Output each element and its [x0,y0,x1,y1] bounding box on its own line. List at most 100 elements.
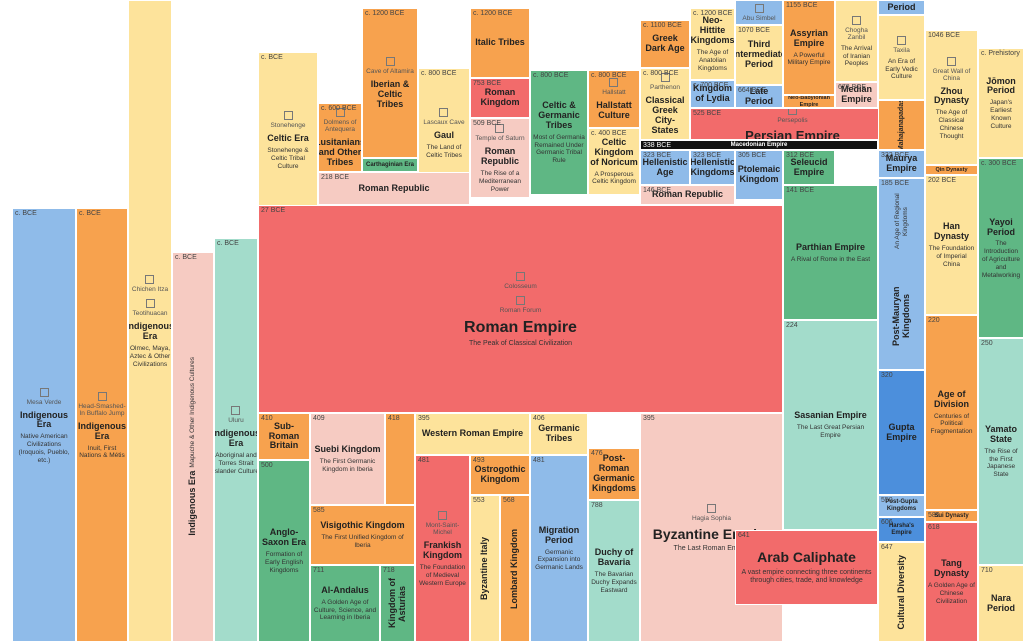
period-description: The Last Great Persian Empire [796,424,865,439]
period-content: Great Wall of China Zhou Dynasty The Age o… [926,54,977,142]
period-description: A Rival of Rome in the East [790,255,871,263]
period-date: 589 [928,512,940,519]
period-content: Celtic & Germanic Tribes Most of Germania… [531,99,587,166]
period-block: 406 Germanic Tribes [530,413,588,455]
period-date: 224 [786,322,798,329]
landmark-label: Parthenon [650,73,680,91]
period-date: 618 [928,524,940,531]
period-block: c. 800 BCE Hallstatt Hallstatt Culture [588,70,640,128]
period-block: 409 Suebi Kingdom The First Germanic Kingd… [310,413,385,505]
period-date: 606 [881,519,893,526]
period-date: c. 1200 BCE [693,10,733,17]
period-block: 322 BCE Maurya Empire [878,150,925,178]
period-date: 568 [503,497,515,504]
period-block: 481 Mont-Saint-Michel Frankish Kingdom The … [415,455,470,642]
period-date: 141 BCE [786,187,815,194]
period-content: Harsha's Empire [879,521,924,538]
period-content: Neo-Hittite Kingdoms The Age of Anatolian… [691,14,734,73]
period-block: Qin Dynasty [925,165,978,175]
period-block: 753 BCE Roman Kingdom [470,78,530,118]
period-title: Neo-Babylonian Empire [788,95,830,108]
period-content: Parthian Empire A Rival of Rome in the Ea… [789,241,872,265]
period-content: Taxila An Era of Early Vedic Culture [879,33,924,82]
period-date: 322 BCE [881,152,910,159]
period-description: The Last Roman Empire [673,545,750,552]
period-date: 509 BCE [473,120,502,127]
period-block: c. BCE Stonehenge Celtic Era Stonehenge & C… [258,52,318,228]
period-date: 305 BCE [738,152,767,159]
period-title: Germanic Tribes [538,423,580,443]
period-block: 1155 BCE Assyrian Empire A Powerful Milita… [783,0,835,95]
period-content: Seleucid Empire [784,156,834,180]
period-block: c. 1200 BCE Neo-Hittite Kingdoms The Age o… [690,8,735,80]
period-block: Neo-Babylonian Empire [783,95,835,108]
period-title: Gupta Empire [886,421,917,442]
period-content: Chichen Itza Teotihuacan Indigenous Era Olm… [129,272,171,369]
period-description: A Golden Age of Chinese Civilization [928,582,975,605]
period-content: Cave of Altamira Iberian & Celtic Tribes [363,54,417,112]
period-date: 710 [981,567,993,574]
period-content: Parthenon Classical Greek City-States [641,70,689,138]
period-date: c. Prehistory [981,50,1020,57]
period-title: Celtic & Germanic Tribes [538,100,580,130]
period-description: Stonehenge & Celtic Tribal Culture [267,147,309,170]
period-content: Ostrogothic Kingdom [471,463,529,487]
period-block: 711 Al-Andalus A Golden Age of Culture, Sc… [310,565,380,642]
period-title: Hellenistic Age [642,156,688,177]
period-block: 664 BCE Late Period [735,85,783,108]
period-title: Byzantine Italy [479,536,490,601]
period-title: Roman Republic [358,182,430,193]
period-title: Third Intermediate Period [735,39,782,69]
period-title: Arab Caliphate [757,549,856,566]
period-title: Greek Dark Age [645,33,685,53]
period-title: Late Period [744,85,773,106]
period-block: c. 1100 BCE Greek Dark Age [640,20,690,68]
period-description: Native American Civilizations (Iroquois,… [18,433,70,464]
period-block: 718 Kingdom of Asturias [380,565,415,642]
period-content: Migration Period Germanic Expansion into … [531,524,587,573]
period-date: 481 [418,457,430,464]
period-title: Assyrian Empire [789,27,829,48]
period-title: Jōmon Period [986,75,1016,96]
period-block: 710 Nara Period [978,565,1024,642]
period-block: 1070 BCE Third Intermediate Period [735,25,783,85]
period-content: Chogha Zanbil The Arrival of Iranian Peop… [836,13,877,69]
period-content: Tang Dynasty A Golden Age of Chinese Civi… [926,557,977,606]
period-title: Macedonian Empire [730,141,788,148]
period-content: Roman Republic [357,182,430,196]
period-title: Age of Division [933,388,969,409]
period-block: c. BCE Uluru Indigenous Era Aboriginal and … [214,238,258,642]
period-description: The Age of Anatolian Kingdoms [696,49,729,72]
period-title: Roman Kingdom [480,87,520,107]
period-block: c. Prehistory Jōmon Period Japan's Earlies… [978,48,1024,158]
period-title: Nara Period [986,592,1015,613]
period-title: Sub-Roman Britain [268,420,300,451]
period-date: 27 BCE [261,207,286,214]
period-block: 493 Ostrogothic Kingdom [470,455,530,495]
period-description: A Powerful Military Empire [787,51,831,67]
period-block: 585 Visigothic Kingdom The First Unified K… [310,505,415,565]
period-date: 481 [533,457,545,464]
period-content: Han Dynasty The Foundation of Imperial Ch… [926,220,977,269]
period-description: The Foundation of Medieval Western Europ… [419,564,466,587]
period-description: Most of Germania Remained Under Germanic… [533,133,585,165]
period-content: Al-Andalus A Golden Age of Culture, Scien… [311,584,379,623]
period-block: 647 Cultural Diversity [878,542,925,642]
period-title: Sasanian Empire [794,410,867,421]
period-content: Maurya Empire [879,152,924,176]
period-title: Iberian & Celtic Tribes [370,79,410,109]
period-content: Cultural Diversity [896,553,908,632]
period-description: The Introduction of Agriculture and Meta… [981,240,1021,279]
period-block: 224 Sasanian Empire The Last Great Persian… [783,320,878,530]
period-title: Celtic Era [267,133,309,144]
period-title: Indigenous Era [187,470,198,536]
period-content: Colosseum Roman Forum Roman Empire The Peak… [463,269,578,349]
period-description: A vast empire connecting three continent… [741,568,872,585]
period-date: 678 BCE [838,84,867,91]
period-description: An Era of Early Vedic Culture [885,57,918,81]
landmark-label: Cave of Altamira [366,57,414,75]
period-block: 641 Arab Caliphate A vast empire connectin… [735,530,878,605]
period-content: Dolmens of Antequera Lusitanians and Othe… [319,105,361,170]
period-date: 493 [473,457,485,464]
landmark-label: Uluru [228,406,244,424]
